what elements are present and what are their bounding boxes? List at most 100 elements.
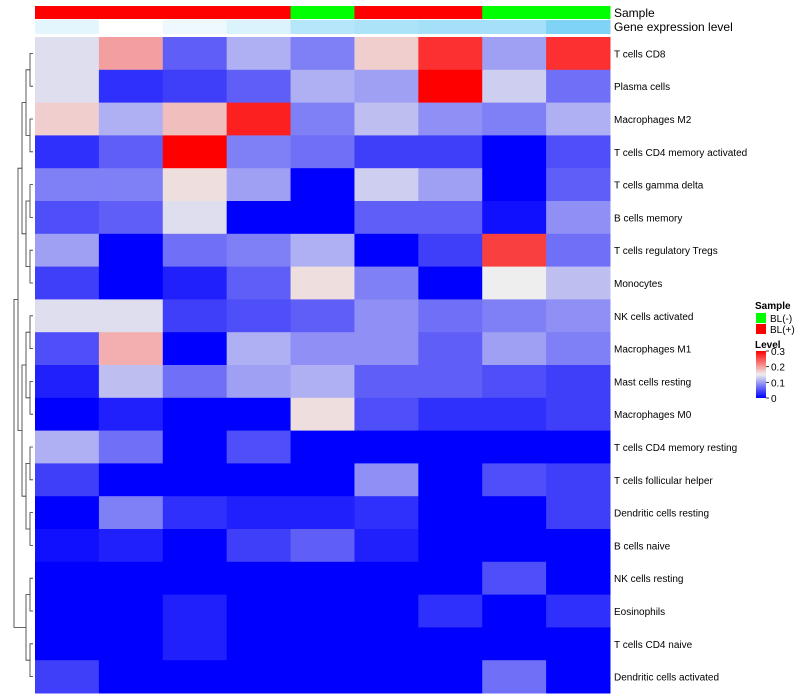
heatmap-cell	[418, 102, 483, 136]
row-label-t-cells-cd4-memory-resting: T cells CD4 memory resting	[614, 443, 737, 454]
heatmap-cell	[35, 529, 100, 563]
sample-annotation-cell	[354, 6, 419, 19]
heatmap-cell	[290, 69, 355, 104]
heatmap-cell	[35, 135, 100, 169]
row-label-plasma-cells: Plasma cells	[614, 82, 670, 93]
heatmap-cell	[290, 135, 355, 169]
sample-annotation-cell	[98, 6, 164, 19]
heatmap-cell	[226, 201, 292, 235]
legend: Sample Level BL(-)BL(+) 0.3 0.2 0.1 0	[755, 301, 795, 405]
heatmap-cell	[354, 660, 419, 694]
heatmap-cell	[290, 266, 355, 300]
heatmap-cell	[98, 430, 164, 464]
row-label-dendritic-cells-activated: Dendritic cells activated	[614, 673, 719, 684]
heatmap-cell	[290, 102, 355, 136]
sample-annotation-cell	[162, 6, 228, 19]
legend-sample-entries: BL(-)BL(+)	[756, 313, 795, 336]
heatmap-cell	[98, 496, 164, 530]
heatmap-cell	[482, 332, 547, 366]
expression-level-cell	[482, 20, 547, 34]
heatmap-cell	[98, 561, 164, 596]
row-label-t-cells-cd4-naive: T cells CD4 naive	[614, 640, 693, 651]
row-labels: T cells CD8 Plasma cells Macrophages M2 T c…	[614, 49, 747, 683]
heatmap-cell	[354, 102, 419, 136]
heatmap-cell	[418, 299, 483, 333]
heatmap-cell	[35, 594, 100, 628]
heatmap-cell	[290, 37, 355, 71]
legend-label-bl: BL(-)	[770, 314, 792, 325]
heatmap-cell	[162, 660, 228, 694]
row-label-t-cells-follicular-helper: T cells follicular helper	[614, 476, 713, 487]
heatmap-cell	[418, 430, 483, 464]
heatmap-cell	[290, 299, 355, 333]
heatmap-cell	[35, 660, 100, 694]
heatmap-cell	[418, 365, 483, 399]
dendrogram-branch	[25, 594, 30, 661]
heatmap-cell	[98, 660, 164, 694]
heatmap-cell	[482, 69, 547, 104]
heatmap-cell	[290, 463, 355, 497]
dendrogram-branch	[29, 118, 33, 153]
heatmap-cell	[290, 233, 355, 268]
sample-annotation-cell	[226, 6, 292, 19]
heatmap-cell	[226, 233, 292, 268]
heatmap-cell	[354, 430, 419, 464]
heatmap-cell	[354, 561, 419, 596]
row-label-macrophages-m2: Macrophages M2	[614, 115, 692, 126]
expression-level-cell	[290, 20, 355, 34]
heatmap-cell	[226, 463, 292, 497]
heatmap-cell	[482, 37, 547, 71]
heatmap-cell	[546, 233, 611, 268]
heatmap-cell	[35, 102, 100, 136]
heatmap-cell	[546, 397, 611, 432]
heatmap-cell	[546, 594, 611, 628]
expression-level-annotation-bar	[35, 20, 611, 34]
heatmap-cell	[482, 397, 547, 432]
expression-level-cell	[546, 20, 611, 34]
heatmap-cell	[162, 69, 228, 104]
heatmap-cell	[162, 135, 228, 169]
dendrogram-branch	[21, 102, 26, 235]
expression-level-annotation-label: Gene expression level	[614, 20, 733, 34]
heatmap-cell	[162, 299, 228, 333]
legend-tick-label: 0.3	[771, 347, 785, 358]
heatmap-cell	[226, 529, 292, 563]
dendrogram-branch	[29, 315, 33, 349]
heatmap-cell	[482, 496, 547, 530]
expression-level-cell	[226, 20, 292, 34]
heatmap-cell	[482, 365, 547, 399]
heatmap-cell	[226, 660, 292, 694]
heatmap-cell	[418, 561, 483, 596]
dendrogram-branch	[29, 512, 33, 546]
heatmap-cell	[162, 168, 228, 202]
dendrogram-branch	[25, 331, 30, 399]
dendrogram-branch	[25, 200, 30, 267]
heatmap-cell	[226, 430, 292, 464]
legend-sample-title: Sample	[755, 301, 791, 312]
legend-tick-label: 0.2	[771, 363, 785, 374]
heatmap-cell	[162, 529, 228, 563]
legend-tick-label: 0	[771, 394, 777, 405]
expression-level-cell	[35, 20, 100, 34]
heatmap-cell	[35, 365, 100, 399]
dendrogram-branch	[25, 69, 30, 136]
heatmap-cell	[354, 397, 419, 432]
heatmap-cell	[418, 233, 483, 268]
heatmap-cell	[98, 299, 164, 333]
sample-annotation-label: Sample	[614, 6, 655, 20]
expression-level-cell	[162, 20, 228, 34]
row-label-mast-cells-resting: Mast cells resting	[614, 377, 691, 388]
heatmap-cell	[98, 463, 164, 497]
heatmap-cell	[354, 69, 419, 104]
heatmap-cell	[162, 332, 228, 366]
heatmap-cell	[290, 430, 355, 464]
heatmap-cell	[418, 397, 483, 432]
heatmap-cell	[546, 332, 611, 366]
sample-annotation-cell	[546, 6, 611, 19]
heatmap-cell	[482, 627, 547, 661]
heatmap-cell	[162, 627, 228, 661]
heatmap-cell	[98, 397, 164, 432]
heatmap-cell	[226, 627, 292, 661]
heatmap-cell	[162, 201, 228, 235]
heatmap-cell	[546, 69, 611, 104]
